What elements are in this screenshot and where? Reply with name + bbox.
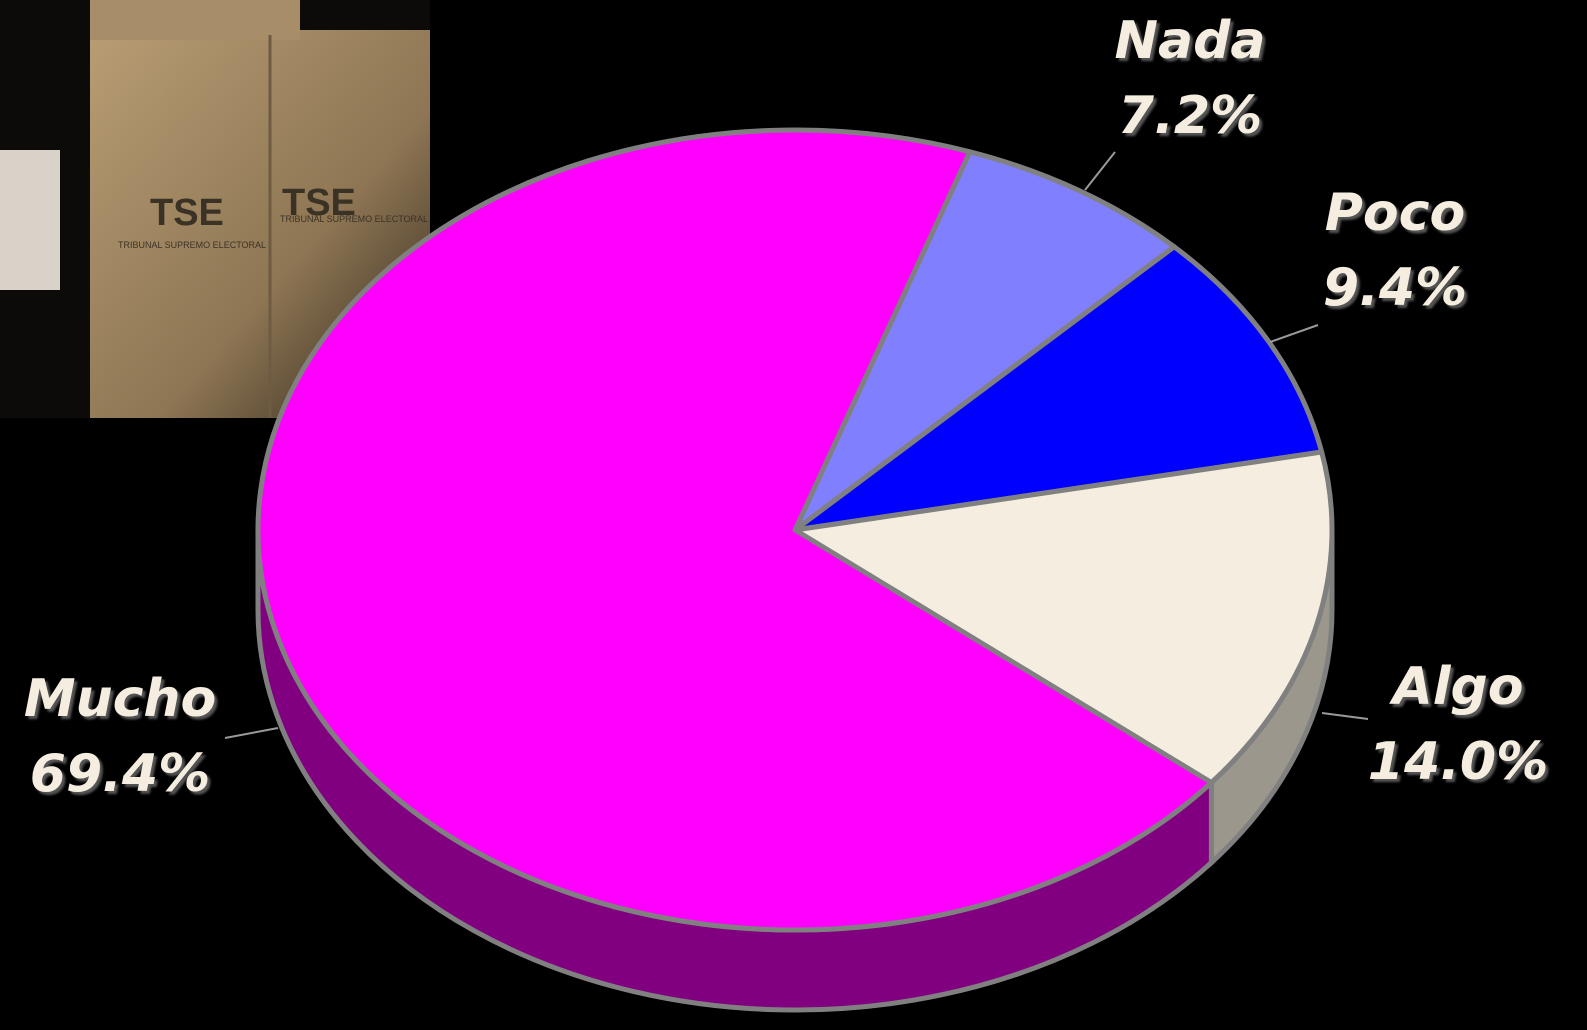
photo-caption: TRIBUNAL SUPREMO ELECTORAL bbox=[280, 214, 428, 224]
pie-slice bbox=[792, 244, 1325, 533]
pie-slice bbox=[792, 149, 1177, 533]
pie-slice bbox=[792, 449, 1335, 786]
slice-label: Poco bbox=[1325, 183, 1465, 243]
voter-arm bbox=[0, 150, 60, 290]
photo-logo: TSE bbox=[282, 182, 356, 224]
leader-line bbox=[224, 727, 279, 739]
ballot-box-top bbox=[90, 0, 300, 40]
slice-label: Mucho bbox=[24, 669, 216, 729]
slice-value-label: 69.4% bbox=[30, 744, 210, 804]
slice-value-label: 9.4% bbox=[1323, 258, 1467, 318]
slice-value-label: 14.0% bbox=[1368, 732, 1548, 792]
slice-value-label: 7.2% bbox=[1118, 86, 1262, 146]
photo-logo: TSE bbox=[150, 192, 224, 234]
leader-line bbox=[1269, 324, 1319, 343]
leader-line bbox=[1321, 712, 1369, 720]
pie-slice bbox=[255, 127, 1214, 933]
slice-label: Nada bbox=[1115, 11, 1266, 71]
leader-line bbox=[1084, 151, 1116, 191]
photo-caption: TRIBUNAL SUPREMO ELECTORAL bbox=[118, 240, 266, 250]
slice-label: Algo bbox=[1388, 657, 1523, 717]
photo: TSE TSE TRIBUNAL SUPREMO ELECTORAL TRIBU… bbox=[0, 0, 430, 418]
